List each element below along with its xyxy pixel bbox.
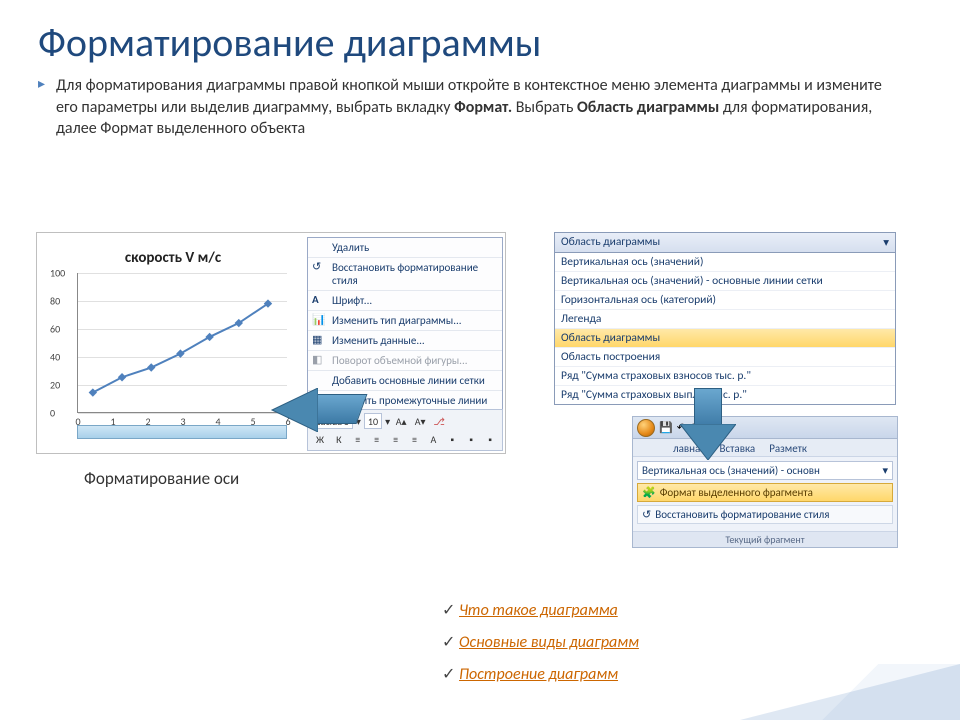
- body-paragraph: Для форматирования диаграммы правой кноп…: [0, 67, 960, 140]
- y-tick-label: 20: [50, 379, 60, 392]
- mini-toolbar-button[interactable]: Ж: [312, 431, 328, 447]
- mini-toolbar-button[interactable]: A: [425, 431, 441, 447]
- dropdown-item[interactable]: Ряд "Сумма страховых выплат тыс. р.": [555, 386, 895, 404]
- qat-save-icon[interactable]: 💾: [659, 421, 673, 434]
- dropdown-item[interactable]: Вертикальная ось (значений) - основные л…: [555, 272, 895, 291]
- chart-element-selector-label: Вертикальная ось (значений) - основн: [642, 464, 820, 477]
- menu-item-label: Изменить тип диаграммы...: [332, 314, 462, 327]
- menu-item-icon: 📊: [312, 313, 326, 327]
- mini-toolbar-button[interactable]: ▪: [482, 431, 498, 447]
- y-tick-label: 60: [50, 323, 60, 336]
- reset-style-label: Восстановить форматирование стиля: [655, 508, 829, 521]
- context-menu-item[interactable]: Удалить: [308, 238, 502, 258]
- related-link-anchor[interactable]: Основные виды диаграмм: [459, 633, 639, 652]
- dropdown-item[interactable]: Горизонтальная ось (категорий): [555, 291, 895, 310]
- ribbon-tab[interactable]: Разметк: [763, 441, 813, 456]
- dropdown-header[interactable]: Область диаграммы ▾: [555, 233, 895, 253]
- gridline: [78, 413, 287, 414]
- mini-toolbar-button[interactable]: ≡: [388, 431, 404, 447]
- chart-element-dropdown[interactable]: Область диаграммы ▾ Вертикальная ось (зн…: [554, 232, 896, 405]
- ribbon-titlebar: 💾 ↶ ↷: [633, 417, 897, 439]
- context-menu-item: ◧ Поворот объемной фигуры...: [308, 351, 502, 371]
- related-links: Что такое диаграмма Основные виды диаграм…: [442, 600, 639, 696]
- related-link-anchor[interactable]: Что такое диаграмма: [459, 601, 618, 620]
- mini-toolbar-button[interactable]: ▪: [444, 431, 460, 447]
- mini-toolbar-button[interactable]: ▪: [463, 431, 479, 447]
- chart-series: [78, 273, 287, 412]
- chart-area: скорость V м/с 0204060801000123456: [43, 239, 303, 439]
- chevron-down-icon: ▾: [883, 235, 889, 250]
- slide-accent-decor: [740, 664, 960, 720]
- y-tick-label: 40: [50, 351, 60, 364]
- arrow-right-head-icon: [680, 424, 736, 460]
- context-menu-item[interactable]: A Шрифт...: [308, 291, 502, 311]
- related-link[interactable]: Построение диаграмм: [442, 664, 639, 684]
- menu-item-icon: A: [312, 293, 326, 307]
- mini-toolbar-button[interactable]: ≡: [369, 431, 385, 447]
- y-tick-label: 0: [50, 407, 55, 420]
- context-menu-item[interactable]: 📊 Изменить тип диаграммы...: [308, 311, 502, 331]
- caption-axis-format: Форматирование оси: [84, 468, 239, 489]
- chart-title: скорость V м/с: [43, 239, 303, 267]
- chart-element-selector[interactable]: Вертикальная ось (значений) - основн ▾: [637, 461, 893, 480]
- chart-plot: 0204060801000123456: [77, 273, 287, 413]
- y-tick-label: 100: [50, 267, 65, 280]
- ribbon-tabs: лавнаяВставкаРазметк: [633, 439, 897, 456]
- menu-item-label: Поворот объемной фигуры...: [332, 354, 468, 367]
- y-tick-label: 80: [50, 295, 60, 308]
- grow-font-icon[interactable]: A▴: [393, 413, 409, 429]
- arrow-right: [694, 388, 722, 428]
- related-link[interactable]: Что такое диаграмма: [442, 600, 639, 620]
- context-menu-item[interactable]: ▦ Изменить данные...: [308, 331, 502, 351]
- menu-item-label: Шрифт...: [332, 294, 372, 307]
- font-size-selector[interactable]: 10: [364, 413, 382, 429]
- menu-item-label: Изменить данные...: [332, 334, 425, 347]
- body-bold2: Область диаграммы: [577, 98, 719, 117]
- arrow-left-head-icon: [268, 388, 318, 432]
- style-gallery-icon[interactable]: ⎇: [431, 413, 447, 429]
- menu-item-label: Восстановить форматирование стиля: [332, 261, 478, 287]
- body-bold1: Формат.: [454, 98, 512, 117]
- dropdown-item[interactable]: Область построения: [555, 348, 895, 367]
- menu-item-label: Добавить основные линии сетки: [332, 374, 485, 387]
- format-selection-label: Формат выделенного фрагмента: [660, 486, 813, 499]
- dropdown-item[interactable]: Легенда: [555, 310, 895, 329]
- mini-toolbar-button[interactable]: ≡: [350, 431, 366, 447]
- menu-item-icon: ◧: [312, 353, 326, 367]
- office-orb-icon[interactable]: [637, 419, 655, 437]
- menu-item-icon: ↺: [312, 260, 326, 274]
- reset-style-icon: ↺: [642, 508, 651, 521]
- mini-toolbar-button[interactable]: К: [331, 431, 347, 447]
- format-selection-button[interactable]: 🧩 Формат выделенного фрагмента: [637, 483, 893, 502]
- dropdown-header-label: Область диаграммы: [561, 235, 660, 250]
- reset-style-button[interactable]: ↺ Восстановить форматирование стиля: [637, 505, 893, 524]
- related-link[interactable]: Основные виды диаграмм: [442, 632, 639, 652]
- mini-toolbar-button[interactable]: ≡: [407, 431, 423, 447]
- menu-item-label: Удалить: [332, 241, 369, 254]
- ribbon-group-label: Текущий фрагмент: [633, 531, 897, 547]
- ribbon-snippet: 💾 ↶ ↷ лавнаяВставкаРазметк Вертикальная …: [632, 416, 898, 548]
- body-p2: Выбрать: [516, 98, 577, 117]
- dropdown-item[interactable]: Область диаграммы: [555, 329, 895, 348]
- context-menu-item[interactable]: Добавить основные линии сетки: [308, 371, 502, 391]
- context-menu-item[interactable]: ↺ Восстановить форматирование стиля: [308, 258, 502, 291]
- related-link-anchor[interactable]: Построение диаграмм: [459, 665, 618, 684]
- dropdown-item[interactable]: Ряд "Сумма страховых взносов тыс. р.": [555, 367, 895, 386]
- slide-title: Форматирование диаграммы: [0, 0, 960, 67]
- shrink-font-icon[interactable]: A▾: [412, 413, 428, 429]
- dropdown-item[interactable]: Вертикальная ось (значений): [555, 253, 895, 272]
- chevron-down-icon: ▾: [882, 464, 888, 477]
- format-selection-icon: 🧩: [642, 486, 656, 499]
- menu-item-icon: ▦: [312, 333, 326, 347]
- chart-x-axis-highlight: [77, 425, 287, 439]
